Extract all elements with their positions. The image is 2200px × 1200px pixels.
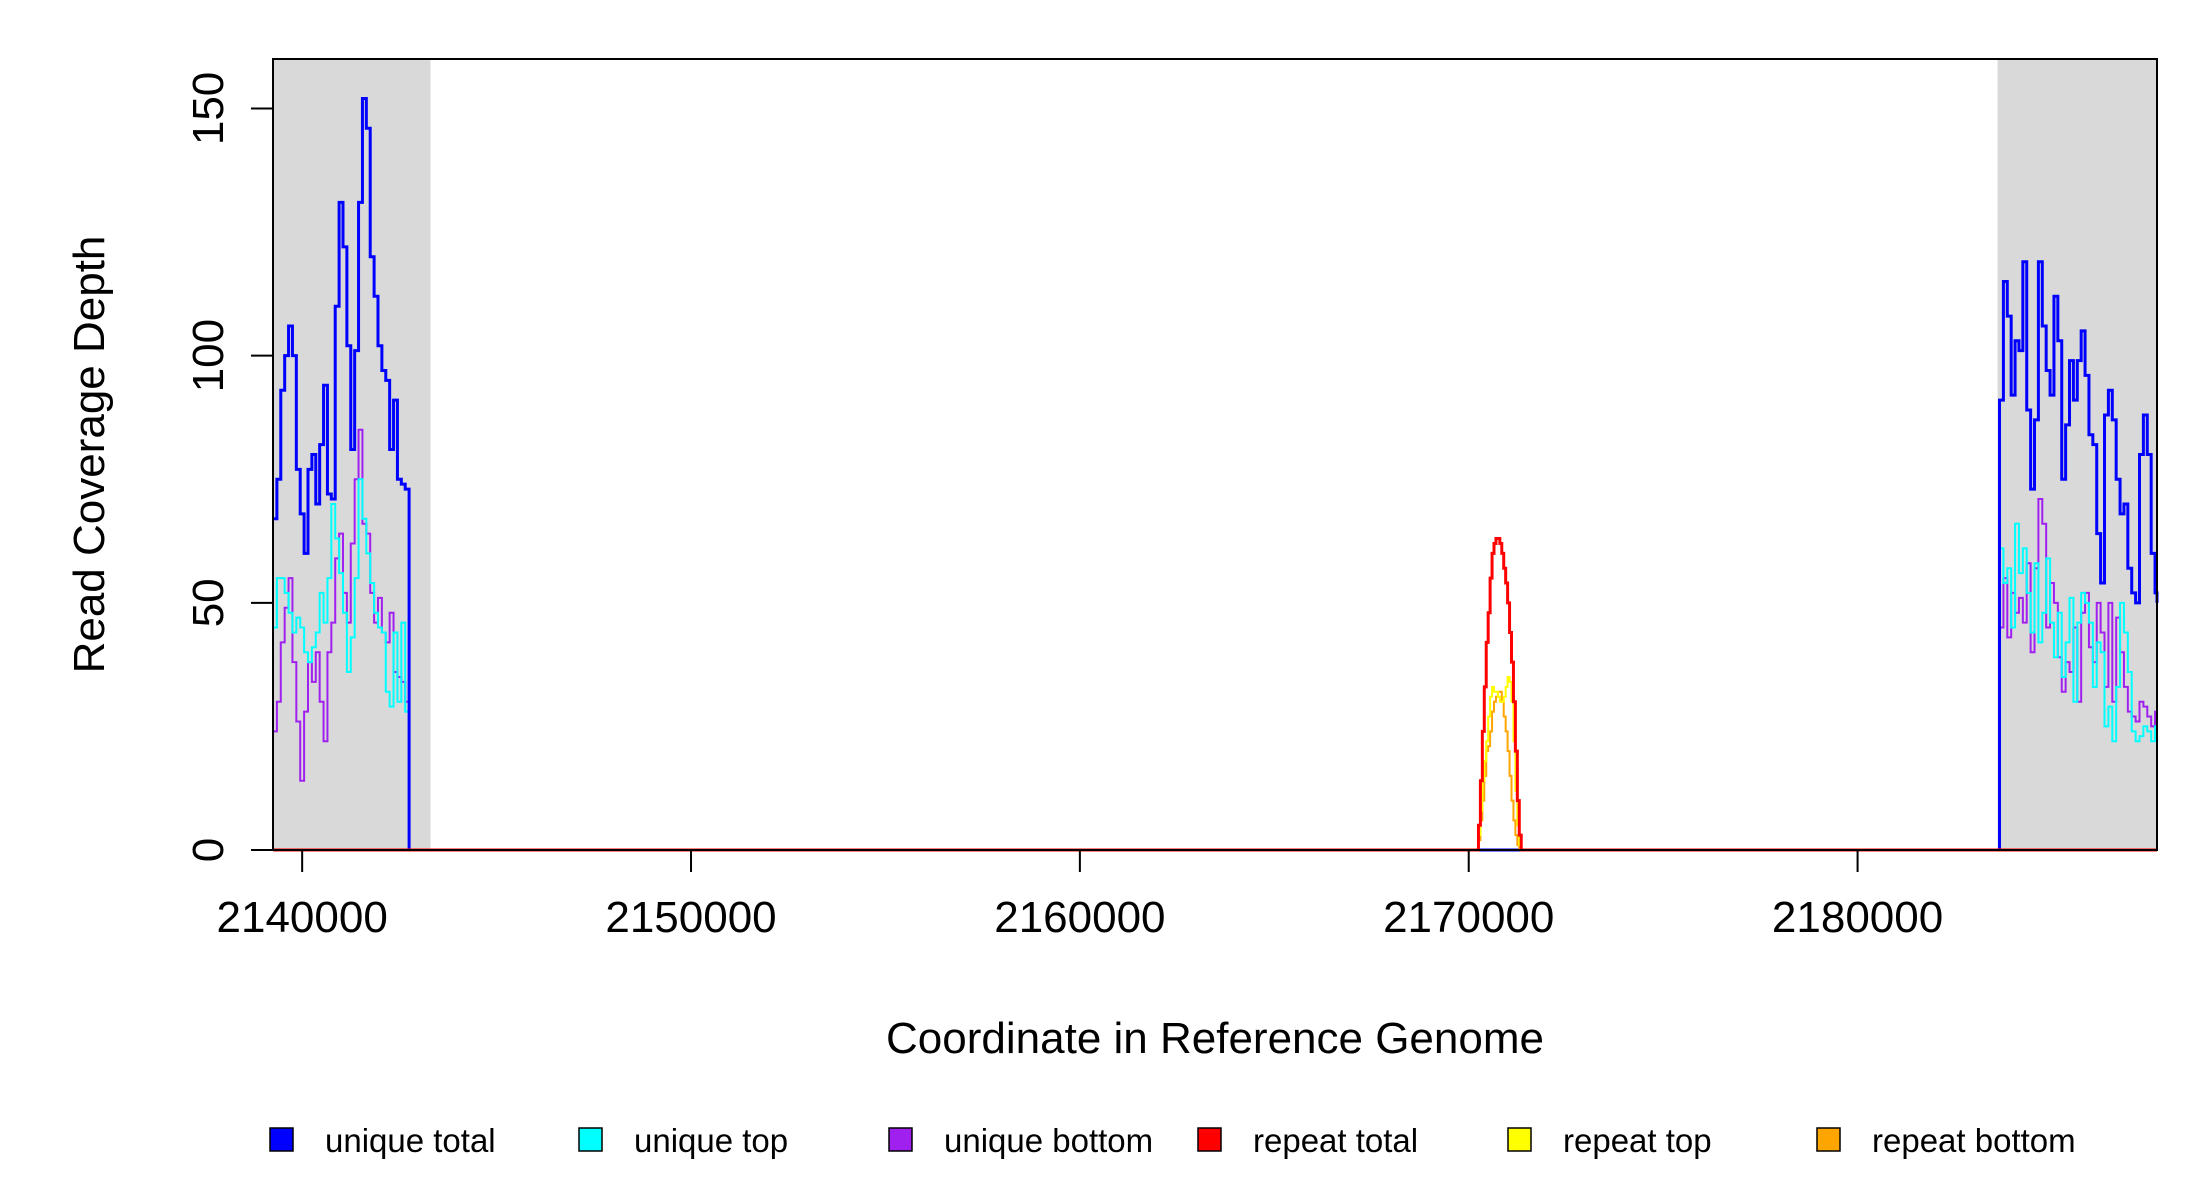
series-unique-top bbox=[273, 478, 2158, 851]
series-lines bbox=[273, 97, 2159, 852]
legend-swatch-unique-total bbox=[269, 1127, 294, 1152]
legend-label-repeat-top: repeat top bbox=[1563, 1122, 1712, 1159]
shaded-region-1 bbox=[1997, 59, 2157, 850]
x-tick-label: 2150000 bbox=[605, 893, 776, 942]
series-unique-bottom bbox=[273, 428, 2158, 851]
x-axis-title: Coordinate in Reference Genome bbox=[886, 1014, 1544, 1063]
y-tick-label: 0 bbox=[184, 838, 233, 862]
shaded-region-0 bbox=[273, 59, 431, 850]
legend-swatch-repeat-total bbox=[1197, 1127, 1222, 1152]
legend: unique total unique top unique bottom repea… bbox=[269, 1122, 2076, 1159]
legend-swatch-unique-bottom bbox=[888, 1127, 913, 1152]
series-unique-total bbox=[273, 97, 2159, 852]
legend-swatch-repeat-bottom bbox=[1816, 1127, 1841, 1152]
y-axis-title: Read Coverage Depth bbox=[65, 236, 114, 674]
series-repeat-top bbox=[273, 675, 2157, 851]
legend-label-unique-top: unique top bbox=[634, 1122, 788, 1159]
series-repeat-bottom bbox=[273, 690, 2157, 851]
legend-label-repeat-bottom: repeat bottom bbox=[1872, 1122, 2076, 1159]
plot-frame bbox=[272, 58, 2158, 851]
legend-swatch-unique-top bbox=[578, 1127, 603, 1152]
legend-label-unique-total: unique total bbox=[325, 1122, 496, 1159]
x-tick-label: 2180000 bbox=[1772, 893, 1943, 942]
axes: 2140000 2150000 2160000 2170000 2180000 0 50 10… bbox=[184, 72, 1943, 942]
x-tick-label: 2140000 bbox=[217, 893, 388, 942]
x-tick-label: 2160000 bbox=[994, 893, 1165, 942]
y-tick-label: 100 bbox=[184, 319, 233, 392]
y-tick-label: 150 bbox=[184, 72, 233, 145]
shaded-regions bbox=[273, 59, 2157, 850]
y-tick-label: 50 bbox=[184, 578, 233, 627]
legend-swatch-repeat-top bbox=[1507, 1127, 1532, 1152]
legend-label-unique-bottom: unique bottom bbox=[944, 1122, 1153, 1159]
legend-label-repeat-total: repeat total bbox=[1253, 1122, 1418, 1159]
x-tick-label: 2170000 bbox=[1383, 893, 1554, 942]
series-repeat-total bbox=[273, 537, 2157, 852]
